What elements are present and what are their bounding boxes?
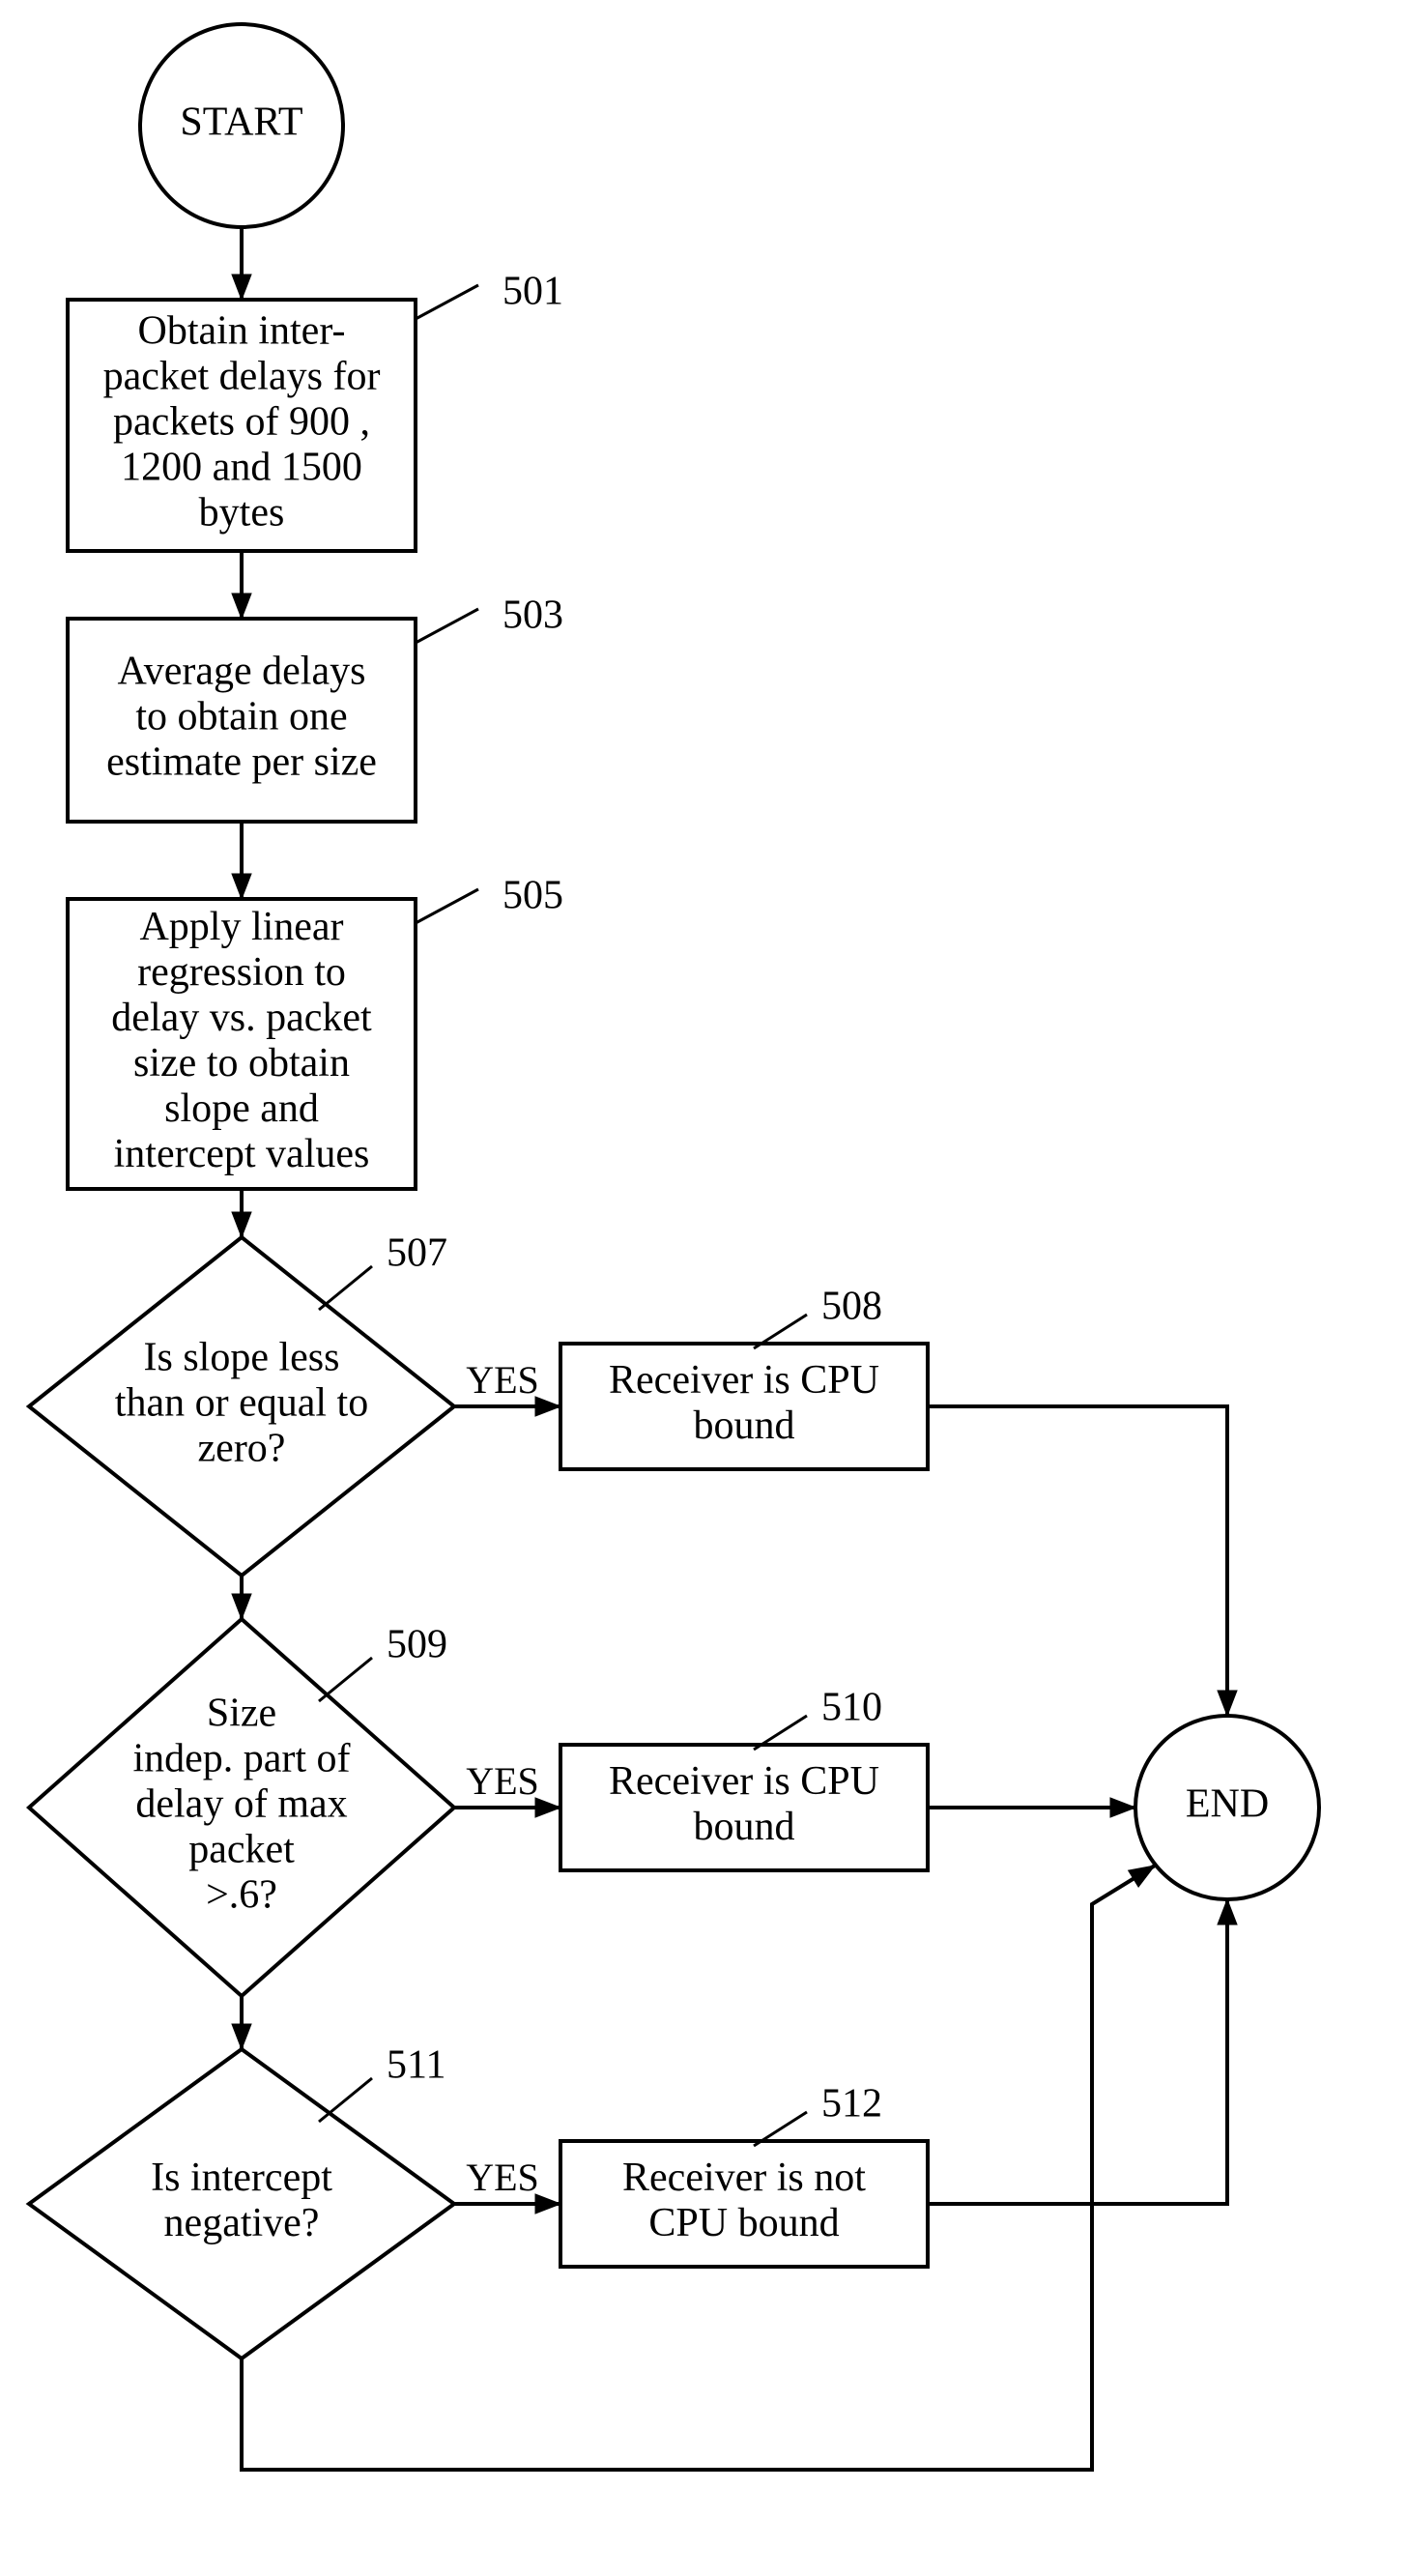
ref-label: 509: [387, 1623, 447, 1667]
node-label-line: size to obtain: [133, 1041, 350, 1085]
node-n505: Apply linearregression todelay vs. packe…: [68, 899, 416, 1189]
ref-tick: [319, 1266, 372, 1310]
node-end: END: [1135, 1716, 1319, 1899]
node-label-line: 1200 and 1500: [121, 446, 362, 490]
arrow-head: [232, 1212, 251, 1237]
node-label-line: CPU bound: [648, 2201, 839, 2245]
arrow-head: [232, 874, 251, 899]
node-label-line: indep. part of: [132, 1737, 350, 1781]
edge-label: YES: [466, 1358, 539, 1402]
node-label-line: END: [1186, 1782, 1269, 1827]
node-n508: Receiver is CPUbound: [560, 1344, 928, 1469]
ref-label: 501: [502, 270, 563, 314]
node-label-line: bound: [694, 1404, 795, 1448]
edge-label: YES: [466, 2156, 539, 2199]
node-label-line: estimate per size: [106, 740, 377, 785]
arrow-head: [535, 1397, 560, 1416]
node-label-line: Average delays: [118, 650, 366, 694]
ref-label: 503: [502, 593, 563, 638]
node-label-line: Receiver is not: [622, 2156, 866, 2200]
arrow-head: [232, 593, 251, 619]
flowchart-canvas: YES YES YES START Obtain inter-packet delays…: [0, 0, 1407, 2576]
arrow-head: [1218, 1899, 1237, 1925]
arrow-head: [1218, 1691, 1237, 1716]
node-label-line: Is intercept: [151, 2156, 332, 2200]
node-label-line: Receiver is CPU: [609, 1358, 879, 1403]
node-label-line: Size: [207, 1692, 276, 1736]
ref-tick: [416, 285, 478, 319]
node-label-line: than or equal to: [115, 1381, 368, 1426]
arrow-head: [535, 2194, 560, 2214]
ref-tick: [319, 2078, 372, 2122]
node-label-line: packet: [188, 1828, 295, 1872]
node-label-line: Obtain inter-: [138, 309, 346, 354]
ref-label: 511: [387, 2043, 445, 2088]
ref-label: 505: [502, 874, 563, 918]
node-n510: Receiver is CPUbound: [560, 1745, 928, 1870]
node-n501: Obtain inter-packet delays forpackets of…: [68, 300, 416, 551]
node-label-line: regression to: [137, 950, 346, 995]
node-n507: Is slope lessthan or equal tozero?: [29, 1237, 454, 1576]
node-n509: Sizeindep. part ofdelay of maxpacket>.6?: [29, 1619, 454, 1996]
node-label-line: bound: [694, 1805, 795, 1849]
node-label-line: packets of 900 ,: [113, 400, 370, 445]
node-n512: Receiver is notCPU bound: [560, 2141, 928, 2267]
ref-tick: [416, 889, 478, 923]
arrow-head: [1129, 1866, 1155, 1887]
ref-label: 512: [821, 2082, 882, 2127]
ref-tick: [319, 1658, 372, 1701]
node-n503: Average delaysto obtain oneestimate per …: [68, 619, 416, 822]
arrow-head: [232, 1594, 251, 1619]
node-label-line: slope and: [164, 1086, 319, 1131]
ref-label: 507: [387, 1231, 447, 1276]
ref-label: 508: [821, 1285, 882, 1329]
ref-label: 510: [821, 1686, 882, 1730]
node-label-line: Is slope less: [144, 1336, 340, 1380]
node-label-line: Receiver is CPU: [609, 1759, 879, 1804]
node-label-line: negative?: [164, 2201, 320, 2245]
node-label-line: delay of max: [135, 1782, 347, 1827]
node-label-line: >.6?: [206, 1873, 277, 1918]
node-start: START: [140, 24, 343, 227]
node-label-line: to obtain one: [135, 695, 347, 739]
node-label-line: zero?: [198, 1427, 286, 1471]
node-label-line: intercept values: [114, 1132, 370, 1176]
arrow-head: [232, 275, 251, 300]
arrow-head: [232, 2024, 251, 2049]
ref-tick: [416, 609, 478, 643]
node-label-line: Apply linear: [139, 905, 343, 949]
node-label-line: START: [180, 101, 302, 145]
node-label-line: bytes: [199, 491, 285, 535]
node-label-line: delay vs. packet: [111, 996, 372, 1040]
edge-n512-end: [928, 1899, 1227, 2204]
node-label-line: packet delays for: [103, 355, 381, 399]
arrow-head: [535, 1798, 560, 1817]
edge-label: YES: [466, 1759, 539, 1803]
arrow-head: [1110, 1798, 1135, 1817]
edge-n508-end: [928, 1406, 1227, 1716]
node-n511: Is interceptnegative?: [29, 2049, 454, 2359]
